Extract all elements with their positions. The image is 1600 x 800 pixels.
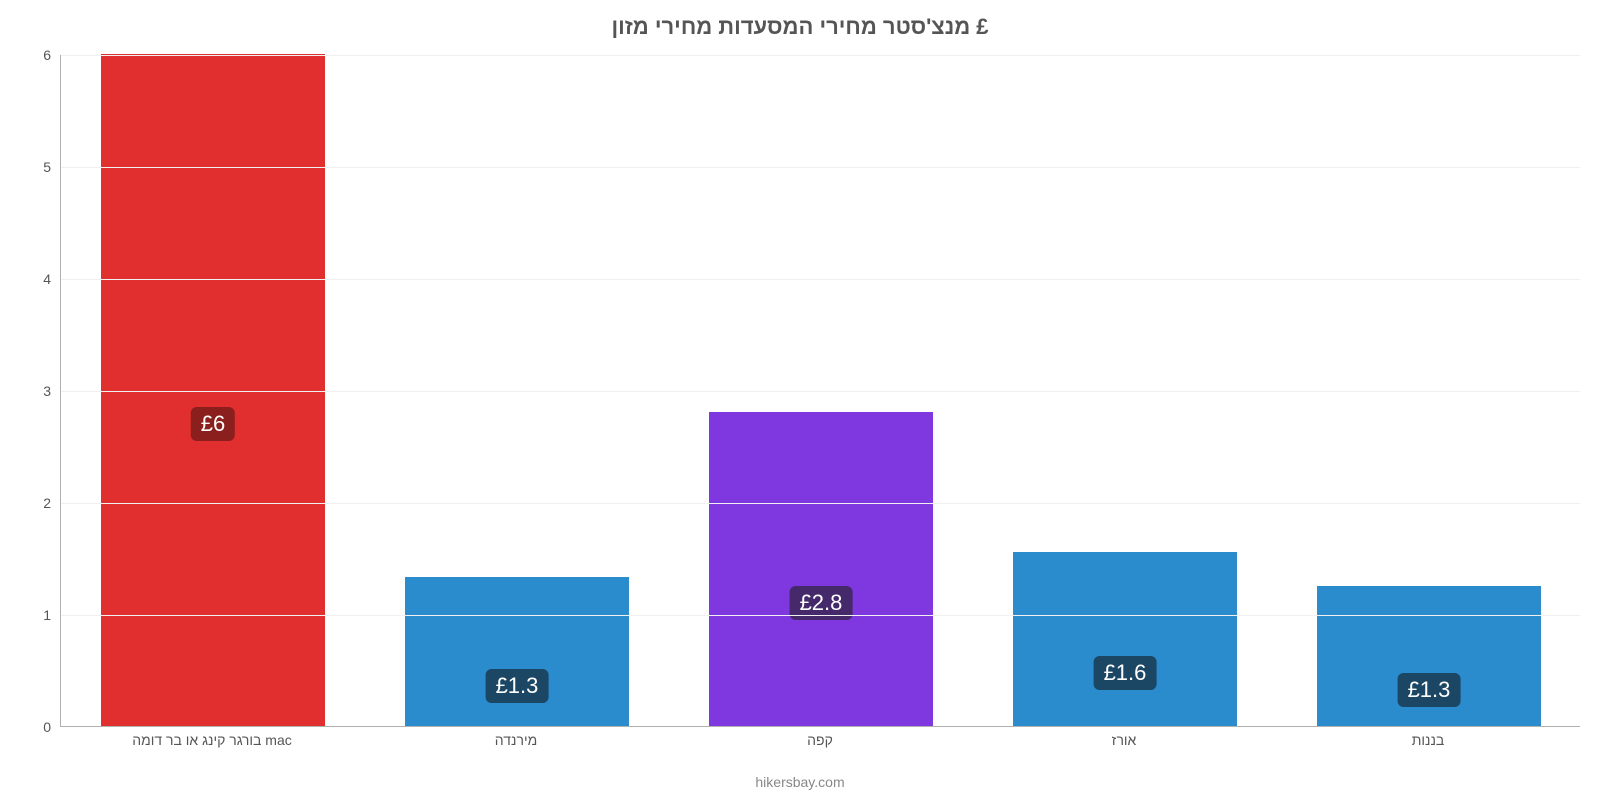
bar: £1.3 bbox=[405, 577, 630, 726]
bar-value-label: £6 bbox=[191, 407, 235, 441]
price-bar-chart: מנצ'סטר מחירי המסעדות מחירי מזון £ £6 £1.… bbox=[0, 0, 1600, 800]
x-tick-label: בורגר קינג או בר דומה mac bbox=[132, 732, 292, 748]
x-axis-labels: בורגר קינג או בר דומה mac מירנדה קפה אורז בנ… bbox=[60, 732, 1580, 752]
bar: £1.6 bbox=[1013, 552, 1238, 726]
bar-value-label: £1.3 bbox=[486, 669, 549, 703]
chart-footer: hikersbay.com bbox=[0, 774, 1600, 790]
gridline bbox=[61, 503, 1580, 504]
gridline bbox=[61, 55, 1580, 56]
x-tick-label: בננות bbox=[1412, 732, 1445, 748]
x-tick-label: מירנדה bbox=[495, 732, 537, 748]
bar: £1.3 bbox=[1317, 586, 1542, 726]
y-tick-label: 4 bbox=[43, 271, 61, 287]
bar: £6 bbox=[101, 54, 326, 726]
y-tick-label: 5 bbox=[43, 159, 61, 175]
y-tick-label: 3 bbox=[43, 383, 61, 399]
bar-value-label: £1.6 bbox=[1094, 656, 1157, 690]
gridline bbox=[61, 279, 1580, 280]
gridline bbox=[61, 391, 1580, 392]
bar: £2.8 bbox=[709, 412, 934, 726]
chart-title: מנצ'סטר מחירי המסעדות מחירי מזון £ bbox=[0, 14, 1600, 40]
bar-value-label: £1.3 bbox=[1398, 673, 1461, 707]
y-tick-label: 1 bbox=[43, 607, 61, 623]
y-tick-label: 0 bbox=[43, 719, 61, 735]
y-tick-label: 6 bbox=[43, 47, 61, 63]
plot-area: £6£1.3£2.8£1.6£1.3 0123456 bbox=[60, 55, 1580, 727]
y-tick-label: 2 bbox=[43, 495, 61, 511]
gridline bbox=[61, 167, 1580, 168]
x-tick-label: אורז bbox=[1112, 732, 1137, 748]
gridline bbox=[61, 615, 1580, 616]
x-tick-label: קפה bbox=[807, 732, 833, 748]
